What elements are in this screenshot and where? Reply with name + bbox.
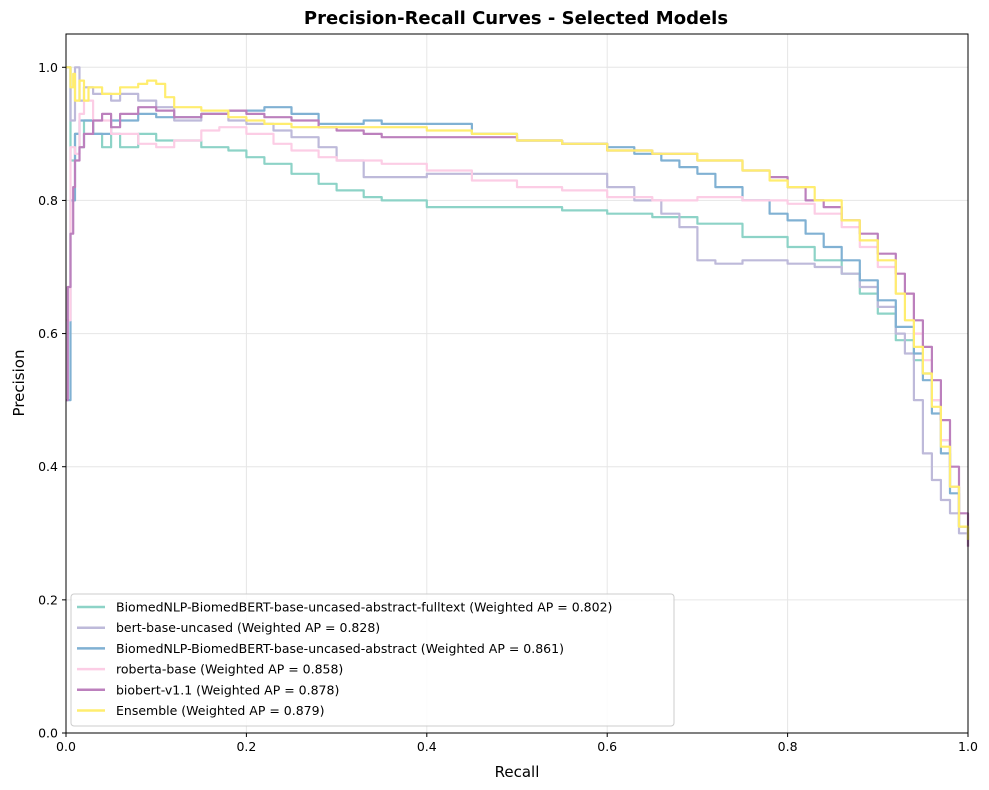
series-line-0 — [66, 66, 970, 540]
series-line-5 — [66, 66, 970, 540]
x-axis-ticks: 0.0 0.2 0.4 0.6 0.8 1.0 — [56, 733, 978, 754]
y-axis-ticks: 0.0 0.2 0.4 0.6 0.8 1.0 — [38, 60, 66, 741]
y-tick-label: 0.6 — [38, 326, 58, 341]
series-lines — [66, 66, 970, 547]
chart-title: Precision-Recall Curves - Selected Model… — [304, 8, 728, 29]
legend-label-3: roberta-base (Weighted AP = 0.858) — [116, 662, 343, 677]
x-tick-label: 0.4 — [417, 739, 437, 754]
legend-box — [70, 593, 675, 727]
plot-frame — [65, 33, 969, 734]
y-tick-label: 0.4 — [38, 459, 58, 474]
legend-label-0: BiomedNLP-BiomedBERT-base-uncased-abstra… — [116, 600, 612, 615]
y-axis-label: Precision — [10, 350, 28, 417]
x-tick-label: 0.8 — [778, 739, 798, 754]
y-tick-label: 1.0 — [38, 60, 58, 75]
series-line-4 — [66, 106, 970, 547]
x-tick-label: 0.0 — [56, 739, 76, 754]
legend-label-4: biobert-v1.1 (Weighted AP = 0.878) — [116, 682, 339, 697]
legend: BiomedNLP-BiomedBERT-base-uncased-abstra… — [70, 593, 675, 727]
y-tick-label: 0.2 — [38, 592, 58, 607]
legend-label-5: Ensemble (Weighted AP = 0.879) — [116, 703, 324, 718]
legend-label-2: BiomedNLP-BiomedBERT-base-uncased-abstra… — [116, 641, 564, 656]
y-tick-label: 0.8 — [38, 193, 58, 208]
x-tick-label: 0.6 — [597, 739, 617, 754]
x-tick-label: 1.0 — [958, 739, 978, 754]
x-tick-label: 0.2 — [236, 739, 256, 754]
legend-items: BiomedNLP-BiomedBERT-base-uncased-abstra… — [77, 600, 612, 718]
x-axis-label: Recall — [495, 763, 540, 781]
legend-label-1: bert-base-uncased (Weighted AP = 0.828) — [116, 620, 380, 635]
series-line-2 — [66, 106, 970, 540]
y-tick-label: 0.0 — [38, 726, 58, 741]
